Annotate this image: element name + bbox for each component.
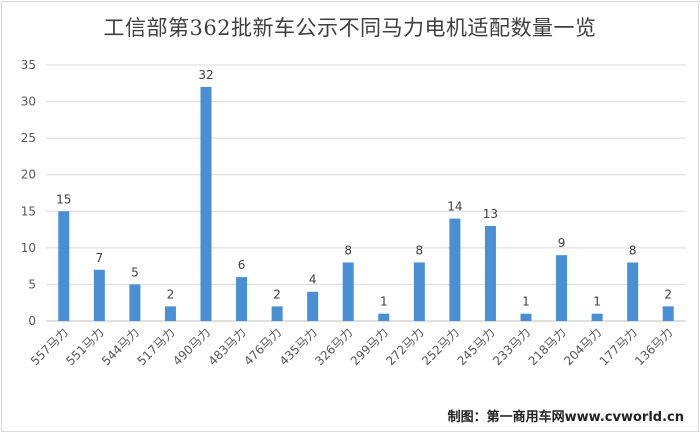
bar xyxy=(200,86,212,321)
data-label: 1 xyxy=(593,295,601,309)
bar xyxy=(449,218,461,321)
x-tick-label: 490马力 xyxy=(170,325,213,368)
bar xyxy=(93,269,105,321)
bars xyxy=(58,86,674,321)
bar xyxy=(236,277,248,321)
x-axis-ticks: 557马力551马力544马力517马力490马力483马力476马力435马力… xyxy=(28,325,676,368)
data-label: 2 xyxy=(167,287,175,301)
data-label: 13 xyxy=(483,207,498,221)
data-label: 4 xyxy=(309,273,317,287)
x-tick-label: 517马力 xyxy=(134,325,177,368)
x-tick-label: 245马力 xyxy=(454,325,497,368)
bar xyxy=(378,313,390,321)
y-axis-ticks: 0 5 10 15 20 25 30 35 xyxy=(21,58,36,328)
x-tick-label: 204马力 xyxy=(561,325,604,368)
bar xyxy=(591,313,603,321)
chart-title: 工信部第362批新车公示不同马力电机适配数量一览 xyxy=(103,16,597,40)
y-tick-label: 25 xyxy=(21,131,36,145)
x-tick-label: 435马力 xyxy=(277,325,320,368)
data-label: 14 xyxy=(447,200,462,214)
data-label: 8 xyxy=(416,243,424,257)
bar xyxy=(413,262,425,321)
y-tick-label: 30 xyxy=(21,95,36,109)
data-label: 8 xyxy=(629,243,637,257)
x-tick-label: 252马力 xyxy=(419,325,462,368)
y-tick-label: 20 xyxy=(21,168,36,182)
x-tick-label: 557马力 xyxy=(28,325,71,368)
y-tick-label: 5 xyxy=(28,277,36,291)
data-label: 1 xyxy=(380,295,388,309)
bar xyxy=(58,211,70,321)
x-tick-label: 218马力 xyxy=(526,325,569,368)
bar xyxy=(164,306,176,321)
data-label: 9 xyxy=(558,236,566,250)
x-tick-label: 136马力 xyxy=(632,325,675,368)
x-tick-label: 483马力 xyxy=(206,325,249,368)
data-label: 7 xyxy=(96,251,104,265)
x-tick-label: 177马力 xyxy=(597,325,640,368)
data-label: 2 xyxy=(273,287,281,301)
x-tick-label: 326马力 xyxy=(312,325,355,368)
x-tick-label: 233马力 xyxy=(490,325,533,368)
y-tick-label: 35 xyxy=(21,58,36,72)
gridlines xyxy=(46,64,686,322)
x-tick-label: 299马力 xyxy=(348,325,391,368)
bar xyxy=(342,262,354,321)
data-label: 15 xyxy=(56,192,71,206)
y-tick-label: 15 xyxy=(21,204,36,218)
data-label: 32 xyxy=(198,68,213,82)
x-tick-label: 476马力 xyxy=(241,325,284,368)
x-tick-label: 544马力 xyxy=(99,325,142,368)
bar xyxy=(520,313,532,321)
bar xyxy=(556,255,568,321)
x-tick-label: 272马力 xyxy=(383,325,426,368)
data-label: 6 xyxy=(238,258,246,272)
bar xyxy=(627,262,639,321)
y-tick-label: 0 xyxy=(28,314,36,328)
bar xyxy=(129,284,141,321)
x-tick-label: 551马力 xyxy=(63,325,106,368)
y-tick-label: 10 xyxy=(21,241,36,255)
data-label: 5 xyxy=(131,265,139,279)
data-label: 8 xyxy=(344,243,352,257)
bar xyxy=(307,291,319,321)
chart-credit: 制图：第一商用车网www.cvworld.cn xyxy=(447,410,684,425)
data-label: 2 xyxy=(664,287,672,301)
bar xyxy=(662,306,674,321)
bar xyxy=(484,225,496,321)
bar xyxy=(271,306,283,321)
data-label: 1 xyxy=(522,295,530,309)
